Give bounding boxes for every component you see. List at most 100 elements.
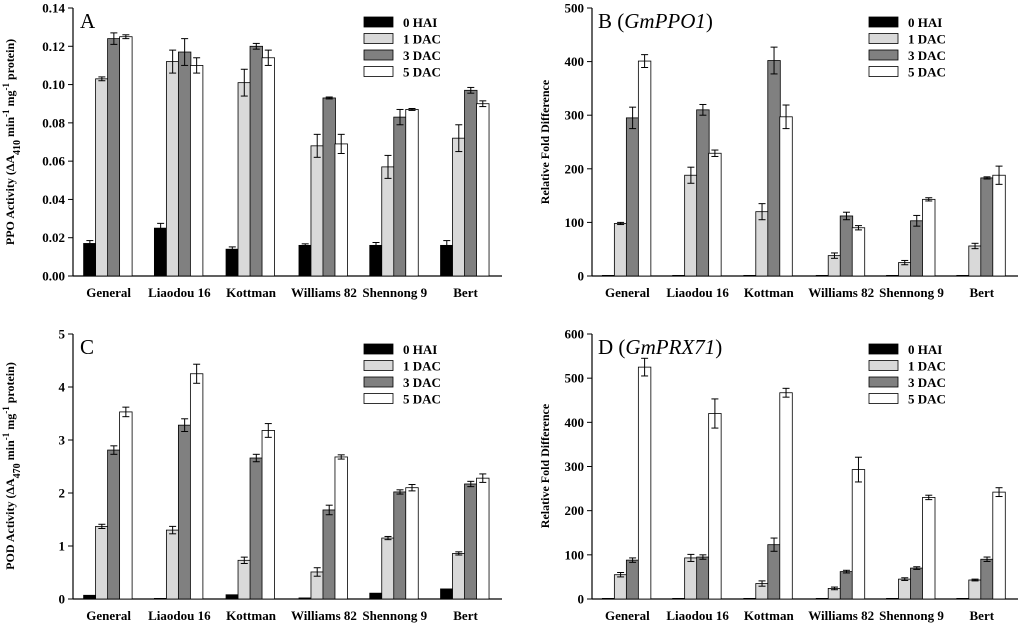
y-tick-label: 500 — [565, 371, 585, 386]
bar-3-dac-1 — [696, 556, 710, 600]
x-category-label: Shennong 9 — [879, 285, 944, 300]
bar-5-dac-2 — [261, 57, 275, 277]
error-bar — [396, 489, 404, 495]
bar-1-dac-5 — [452, 137, 466, 277]
bar-0-hai-1 — [672, 274, 686, 277]
error-bar — [313, 133, 321, 158]
bar-0-hai-2 — [743, 598, 757, 600]
y-tick-label: 0.00 — [42, 269, 65, 284]
legend-label: 3 DAC — [403, 375, 441, 390]
bar-1-dac-2 — [237, 82, 251, 277]
legend-label: 1 DAC — [403, 359, 441, 374]
bar-3-dac-1 — [696, 109, 710, 277]
panel-title: B (GmPPO1) — [598, 9, 713, 33]
bar-0-hai-3 — [298, 597, 312, 600]
error-bar — [325, 96, 333, 100]
y-tick-label: 200 — [565, 503, 585, 518]
bar-3-dac-3 — [839, 215, 854, 277]
panel-title: D (GmPRX71) — [598, 335, 722, 359]
error-bar — [842, 569, 850, 574]
bar-0-hai-1 — [672, 598, 686, 600]
bar-5-dac-5 — [476, 103, 490, 277]
error-bar — [830, 586, 838, 591]
x-category-label: Bert — [453, 608, 478, 623]
error-bar — [264, 49, 272, 66]
bar-1-dac-3 — [310, 145, 324, 277]
error-bar — [711, 398, 719, 429]
bar-5-dac-1 — [708, 413, 722, 600]
legend-swatch — [868, 49, 899, 61]
bar-1-dac-1 — [684, 557, 698, 600]
error-bar — [443, 240, 451, 251]
error-bar — [901, 259, 909, 266]
error-bar — [252, 42, 260, 50]
y-tick-label: 400 — [565, 54, 585, 69]
x-category-label: Liaodou 16 — [148, 285, 211, 300]
bar-1-dac-4 — [381, 166, 395, 277]
x-category-label: Bert — [970, 285, 995, 300]
x-category-label: Kottman — [744, 608, 795, 623]
y-tick-label: 0 — [578, 592, 585, 607]
legend-swatch — [868, 33, 899, 44]
error-bar — [396, 108, 404, 126]
error-bar — [758, 203, 766, 221]
error-bar — [325, 504, 333, 516]
bar-5-dac-4 — [405, 487, 419, 600]
bar-1-dac-0 — [95, 525, 109, 600]
error-bar — [169, 49, 177, 74]
x-category-label: General — [605, 608, 650, 623]
bar-3-dac-0 — [625, 559, 640, 600]
error-bar — [86, 240, 94, 247]
error-bar — [854, 225, 862, 231]
y-axis-label: Relative Fold Difference — [538, 79, 552, 204]
bar-0-hai-0 — [83, 243, 97, 277]
error-bar — [617, 572, 625, 578]
error-bar — [181, 38, 189, 66]
bar-1-dac-1 — [684, 174, 698, 277]
y-tick-label: 300 — [565, 108, 585, 123]
bar-3-dac-3 — [322, 97, 336, 277]
error-bar — [110, 32, 118, 45]
error-bar — [687, 166, 695, 184]
error-bar — [313, 567, 321, 577]
bar-1-dac-0 — [95, 78, 109, 277]
error-bar — [240, 556, 248, 564]
legend-swatch — [868, 393, 899, 404]
error-bar — [913, 214, 921, 227]
x-category-label: Liaodou 16 — [666, 608, 729, 623]
legend-label: 3 DAC — [908, 375, 946, 390]
error-bar — [455, 551, 463, 556]
error-bar — [925, 197, 933, 202]
x-category-label: Kottman — [226, 285, 277, 300]
error-bar — [995, 487, 1003, 498]
bar-5-dac-4 — [405, 109, 419, 277]
bar-1-dac-2 — [237, 559, 251, 600]
bar-5-dac-0 — [119, 411, 133, 600]
bar-1-dac-2 — [755, 211, 769, 277]
legend-label: 5 DAC — [908, 65, 946, 80]
error-bar — [971, 578, 979, 582]
y-tick-label: 2 — [59, 486, 66, 501]
error-bar — [467, 480, 475, 488]
y-axis-label: POD Activity (ΔA470 min-1 mg-1 protein) — [1, 362, 23, 570]
x-category-label: General — [86, 608, 131, 623]
bar-0-hai-5 — [956, 598, 970, 600]
gene-name: GmPPO1 — [624, 9, 706, 33]
bar-5-dac-2 — [779, 116, 793, 277]
legend-label: 0 HAI — [908, 342, 942, 357]
legend-label: 1 DAC — [908, 359, 946, 374]
bar-5-dac-0 — [637, 366, 652, 600]
error-bar — [193, 363, 201, 384]
bar-0-hai-5 — [956, 274, 970, 277]
y-tick-label: 0.04 — [42, 192, 65, 207]
bar-1-dac-4 — [381, 537, 395, 600]
error-bar — [408, 108, 416, 111]
bar-3-dac-5 — [464, 89, 478, 277]
y-tick-label: 0.10 — [42, 77, 65, 92]
gene-paren-close: ) — [715, 335, 722, 359]
gene-paren-open: ( — [612, 9, 624, 33]
bar-0-hai-3 — [815, 274, 830, 277]
panel-title: A — [80, 9, 96, 33]
